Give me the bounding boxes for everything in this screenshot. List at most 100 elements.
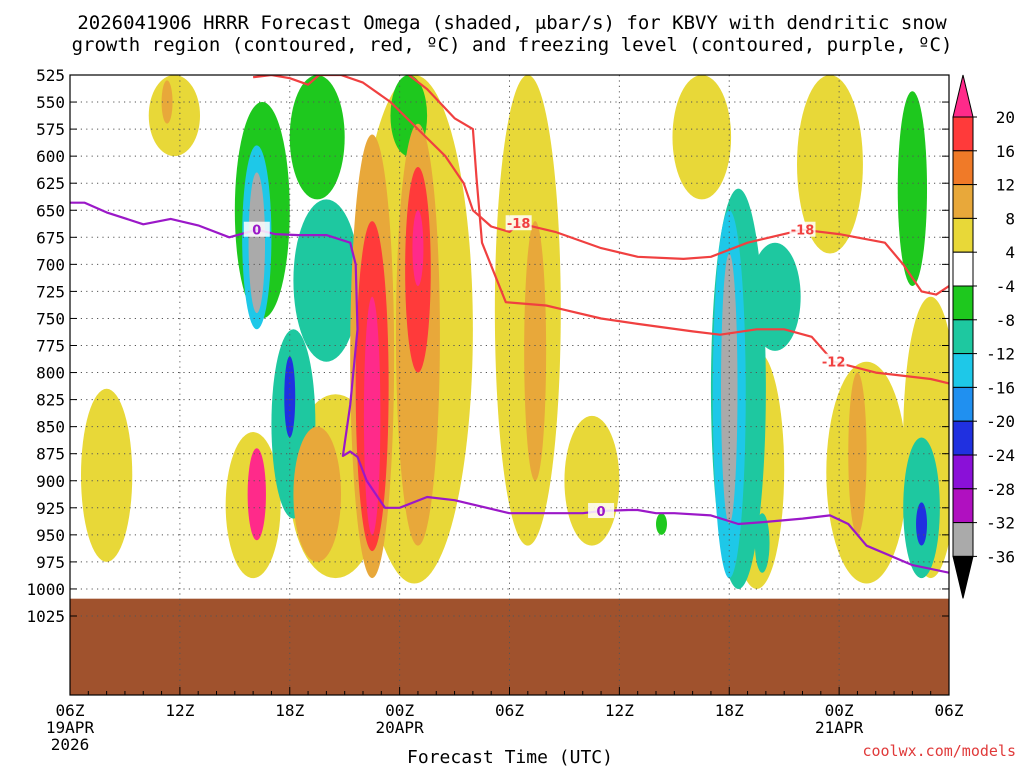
x-date-label-3: 20APR [376,718,425,737]
contour-label-freezing-level-1: 0 [597,505,606,520]
colorbar-bin-1 [952,116,974,152]
colorbar-label-1: 16 [996,142,1015,161]
omega-green-right-top [897,91,928,286]
x-tick-label-6: 18Z [715,701,744,720]
omega-yellow-early-band [80,388,133,562]
x-tick-label-8: 06Z [935,701,964,720]
colorbar-bin-9 [952,386,974,422]
y-tick-label-550: 550 [36,93,65,112]
contour-lines: 0 0 -12 -18 -18 [70,75,949,574]
y-tick-label-1000: 1000 [26,580,65,599]
y-tick-label-900: 900 [36,472,65,491]
y-tick-label-575: 575 [36,120,65,139]
colorbar-label-9: -20 [986,412,1015,431]
x-tick-label-4: 06Z [495,701,524,720]
y-tick-label-800: 800 [36,364,65,383]
colorbar-bin-7 [952,319,974,355]
y-tick-label-875: 875 [36,445,65,464]
colorbar-label-2: 12 [996,176,1015,195]
colorbar-label-8: -16 [986,378,1015,397]
contour-label-dgz-cold-1: -18 [791,224,815,239]
colorbar-bin-11 [952,454,974,490]
colorbar-label-7: -12 [986,345,1015,364]
contour-label-bg-dgz-warm-0 [820,353,847,369]
y-tick-label-650: 650 [36,201,65,220]
omega-orange-low-2 [293,426,342,562]
colorbar-label-5: -4 [996,277,1015,296]
omega-green-top-2 [289,75,345,200]
colorbar-label-4: 4 [1005,243,1015,262]
contour-label-dgz-cold-0: -18 [507,217,531,232]
chart-title-line-2: growth region (contoured, red, ºC) and f… [72,34,953,56]
omega-pink-col-3 [363,296,381,535]
y-tick-label-750: 750 [36,309,65,328]
omega-green-right-7 [749,242,801,351]
contour-label-bg-freezing-level-0 [243,221,270,237]
colorbar-bin-4 [952,217,974,253]
colorbar-bin-14 [952,555,974,599]
colorbar-label-13: -36 [986,547,1015,566]
omega-yellow-col-7 [672,75,732,200]
omega-green-small-1 [656,513,667,535]
colorbar-bin-2 [952,150,974,186]
colorbar-label-12: -32 [986,514,1015,533]
x-tick-label-0: 06Z [56,701,85,720]
colorbar-bin-12 [952,488,974,524]
omega-pink-col-4 [412,210,424,286]
y-tick-label-975: 975 [36,553,65,572]
y-tick-label-600: 600 [36,147,65,166]
x-date-label-0: 19APR [46,718,95,737]
y-axis: 525 550 575 600 625 650 675 700 725 750 775 800 825 8… [26,66,949,626]
colorbar-bin-10 [952,420,974,456]
colorbar-bin-13 [952,522,974,557]
omega-uvv-max-1 [248,172,266,314]
colorbar-label-10: -24 [986,446,1015,465]
omega-shading [80,75,949,589]
colorbar-bin-8 [952,353,974,388]
chart-title-line-1: 2026041906 HRRR Forecast Omega (shaded, … [77,12,947,34]
omega-blue-col-2 [284,356,296,438]
omega-orange-col-9 [848,372,867,535]
omega-teal-mid [293,199,360,362]
y-tick-label-725: 725 [36,282,65,301]
omega-pink-lower-1 [247,448,266,541]
contour-freezing-level [70,201,949,574]
colorbar-bin-0 [952,74,974,118]
colorbar-bin-6 [952,285,974,321]
x-date-label-7: 21APR [815,718,864,737]
omega-green-small-2 [754,513,770,573]
x-year-label-0: 2026 [51,735,90,754]
omega-yellow-col-9 [826,361,907,584]
contour-label-bg-freezing-level-1 [588,503,615,519]
y-tick-label-925: 925 [36,499,65,518]
omega-orange-col-5 [524,221,547,481]
y-tick-label-825: 825 [36,391,65,410]
credit-link[interactable]: coolwx.com/models [862,742,1016,760]
colorbar-label-11: -28 [986,480,1015,499]
colorbar-bin-5 [952,251,974,287]
y-tick-label-700: 700 [36,255,65,274]
x-tick-label-1: 12Z [165,701,194,720]
x-tick-label-7: 00Z [825,701,854,720]
colorbar-bin-3 [952,184,974,219]
colorbar: 20 16 12 8 4 -4 -8 -12 -16 -20 -24 -28 -32 -36 [952,74,1015,599]
terrain-surface [70,598,949,695]
grid-lines [70,74,949,695]
omega-orange-upper-left [161,80,173,124]
y-tick-label-1025: 1025 [26,607,65,626]
x-tick-label-5: 12Z [605,701,634,720]
terrain-ground [70,598,949,695]
x-tick-label-2: 18Z [275,701,304,720]
y-tick-label-525: 525 [36,66,65,85]
omega-yellow-upper-left [148,75,201,157]
contour-label-bg-dgz-cold-1 [789,221,816,237]
colorbar-label-3: 8 [1005,209,1015,228]
contour-label-freezing-level-0: 0 [252,224,261,239]
omega-blue-col-10 [916,502,928,546]
omega-yellow-right-1 [797,75,863,254]
colorbar-label-0: 20 [996,108,1015,127]
y-tick-label-950: 950 [36,526,65,545]
y-tick-label-850: 850 [36,418,65,437]
